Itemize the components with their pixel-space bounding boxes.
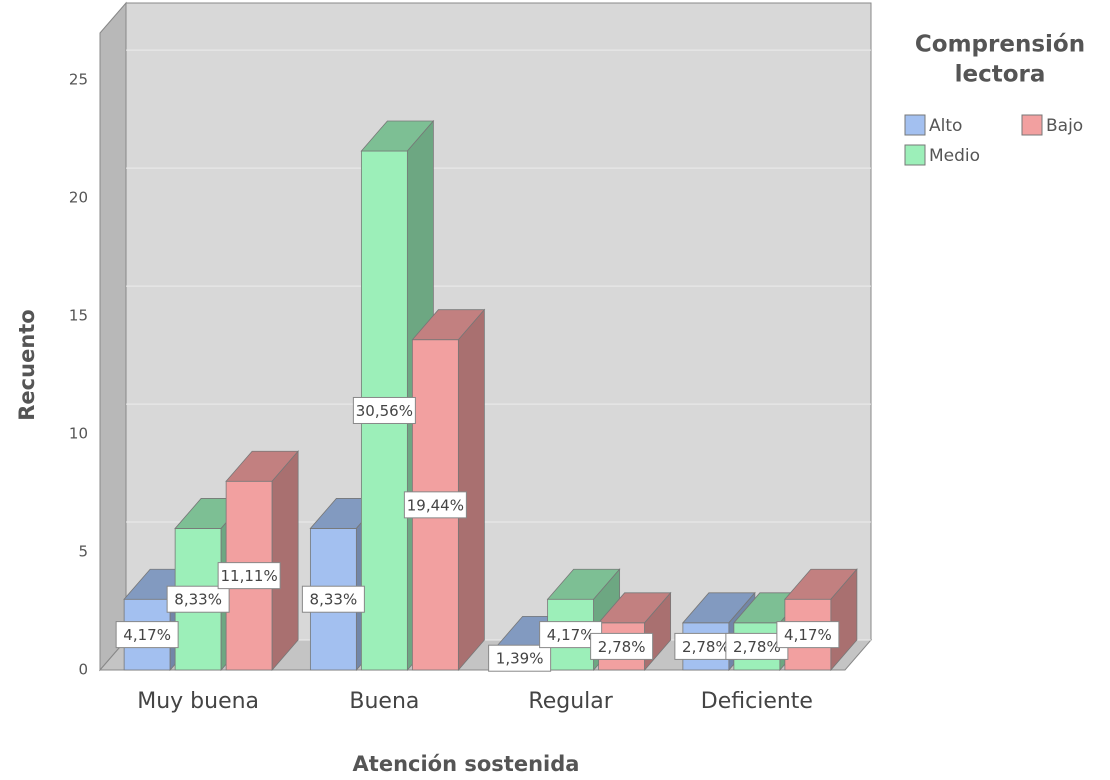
data-label-box (301, 585, 365, 613)
y-tick-label: 20 (69, 189, 88, 207)
x-axis-title: Atención sostenida (353, 752, 580, 776)
data-label: 19,44% (407, 496, 464, 514)
y-tick-label: 15 (69, 307, 88, 325)
legend-title: Comprensión (915, 32, 1085, 58)
legend-label: Bajo (1046, 116, 1083, 136)
data-label-box (115, 621, 179, 649)
data-label-box (488, 644, 552, 672)
data-label-box (217, 562, 281, 590)
data-label: 2,78% (598, 638, 646, 656)
y-tick-label: 0 (78, 661, 88, 679)
data-label-box (776, 621, 840, 649)
data-label-box (403, 491, 467, 519)
data-label-box (166, 585, 230, 613)
data-label: 8,33% (174, 591, 222, 609)
left-wall (99, 1, 127, 672)
data-label: 8,33% (310, 591, 358, 609)
data-label: 2,78% (733, 638, 781, 656)
x-tick-label: Deficiente (701, 689, 813, 714)
y-tick-label: 10 (69, 425, 88, 443)
data-label-box (352, 396, 416, 424)
data-label: 4,17% (784, 626, 832, 644)
legend-swatch (1021, 114, 1043, 136)
legend-title: lectora (955, 62, 1046, 88)
data-label: 30,56% (356, 402, 413, 420)
data-label: 11,11% (221, 567, 278, 585)
x-tick-label: Muy buena (137, 689, 259, 714)
legend-swatch (904, 114, 926, 136)
data-label: 1,39% (496, 650, 544, 668)
x-tick-label: Buena (349, 689, 419, 714)
y-axis-title: Recuento (15, 309, 39, 420)
y-tick-label: 25 (69, 71, 88, 89)
bar-side (457, 308, 485, 672)
y-tick-label: 5 (78, 543, 88, 561)
data-label-box (590, 632, 654, 660)
legend-label: Alto (929, 116, 962, 136)
bar-side (271, 450, 299, 672)
x-tick-label: Regular (528, 689, 613, 714)
data-label: 2,78% (682, 638, 730, 656)
data-label: 4,17% (547, 626, 595, 644)
legend-label: Medio (929, 146, 980, 166)
legend-swatch (904, 144, 926, 166)
data-label: 4,17% (123, 626, 171, 644)
